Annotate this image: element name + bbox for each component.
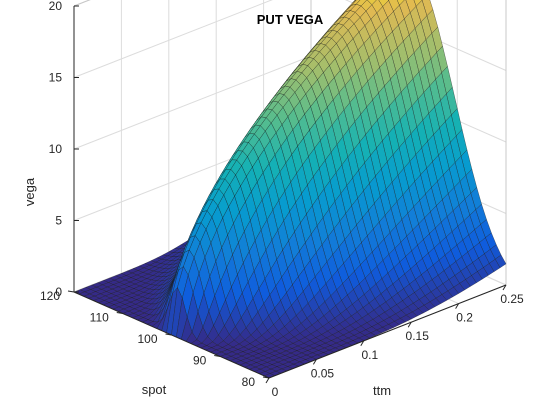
back-wall-gridline xyxy=(73,0,91,7)
x-tick-mark xyxy=(407,321,412,328)
y-tick-label: 80 xyxy=(242,375,256,389)
back-wall-gridline xyxy=(73,0,273,78)
y-tick-label: 120 xyxy=(40,289,60,303)
z-tick-label: 20 xyxy=(49,0,63,13)
y-tick-mark xyxy=(67,290,75,293)
z-axis-label: vega xyxy=(22,177,37,206)
x-axis-line xyxy=(268,284,507,379)
z-tick-label: 10 xyxy=(49,142,63,156)
x-tick-mark xyxy=(265,377,270,384)
x-tick-label: 0 xyxy=(272,385,279,399)
wall-edge xyxy=(73,0,91,7)
y-tick-mark xyxy=(116,312,123,314)
vega-surface xyxy=(73,0,507,379)
x-tick-label: 0.15 xyxy=(406,329,430,343)
x-tick-label: 0.1 xyxy=(361,348,378,362)
back-wall-gridline xyxy=(73,55,312,150)
x-tick-label: 0.25 xyxy=(500,292,524,306)
y-tick-label: 100 xyxy=(137,332,157,346)
axes-frame xyxy=(67,5,507,384)
x-tick-mark xyxy=(502,284,507,291)
y-tick-mark xyxy=(165,333,172,336)
y-tick-label: 110 xyxy=(90,311,109,325)
x-tick-mark xyxy=(312,359,317,365)
y-tick-mark xyxy=(214,355,221,357)
x-tick-mark xyxy=(455,303,460,309)
z-tick-label: 5 xyxy=(55,214,62,228)
x-tick-mark xyxy=(360,340,365,347)
chart-title: PUT VEGA xyxy=(257,12,324,27)
z-tick-label: 0 xyxy=(55,285,62,299)
y-tick-label: 90 xyxy=(193,354,207,368)
x-tick-label: 0.05 xyxy=(311,366,335,380)
x-axis-label: ttm xyxy=(373,383,391,398)
y-tick-mark xyxy=(262,376,270,379)
x-tick-label: 0.2 xyxy=(456,311,473,325)
z-tick-label: 15 xyxy=(49,71,63,85)
y-axis-label: spot xyxy=(142,382,167,397)
